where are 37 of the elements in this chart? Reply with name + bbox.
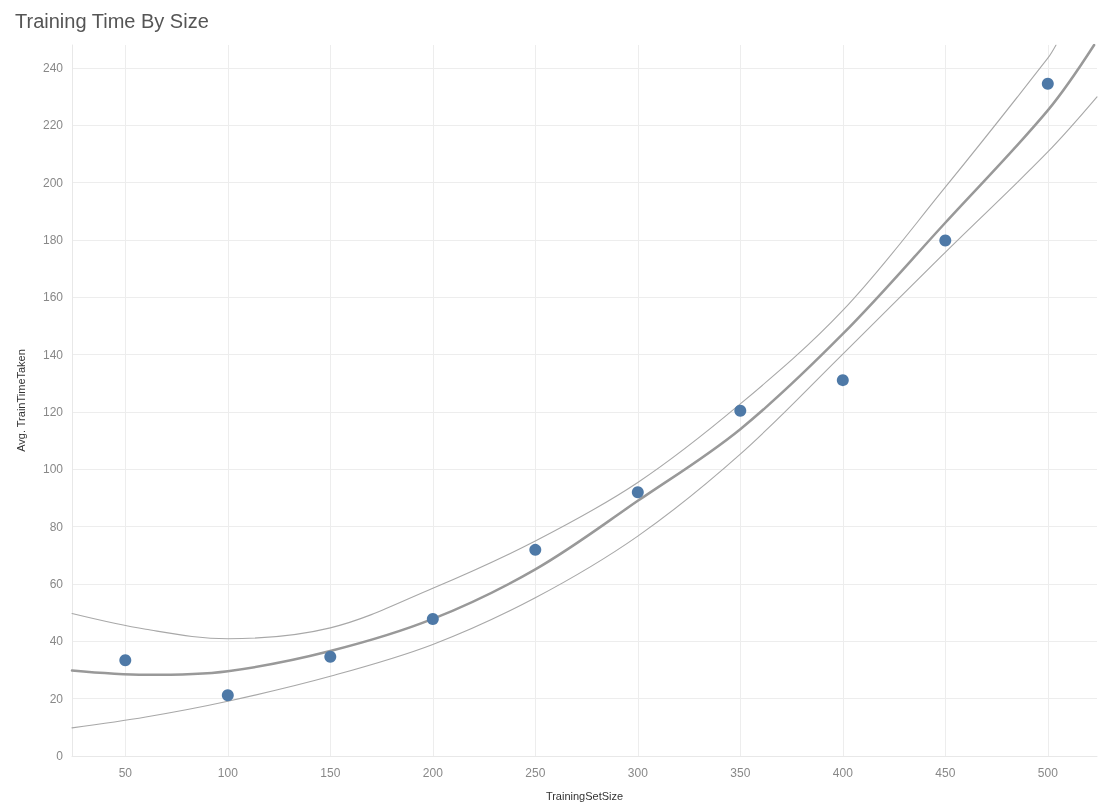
y-tick-label: 60 — [49, 576, 64, 591]
x-tick-label: 150 — [320, 766, 341, 780]
x-tick-label: 500 — [1037, 766, 1059, 780]
x-axis-title: TrainingSetSize — [545, 789, 624, 802]
y-tick-label: 100 — [42, 462, 64, 477]
y-tick-label: 220 — [42, 118, 64, 133]
y-tick-label: 0 — [56, 749, 64, 763]
x-tick-label: 100 — [217, 766, 239, 780]
x-tick-label: 50 — [118, 766, 133, 780]
x-tick-label: 250 — [525, 766, 546, 780]
point — [324, 650, 337, 663]
y-tick-label: 200 — [42, 175, 64, 190]
point — [939, 234, 952, 247]
x-tick-label: 350 — [730, 766, 751, 780]
point — [1041, 77, 1054, 90]
x-tick-label: 300 — [627, 766, 649, 780]
point — [426, 612, 439, 625]
point — [836, 374, 849, 387]
y-tick-label: 120 — [42, 404, 64, 419]
y-tick-label: 80 — [49, 519, 64, 534]
point — [734, 404, 747, 417]
y-tick-label: 240 — [42, 60, 64, 75]
y-tick-label: 40 — [49, 634, 64, 649]
point — [119, 654, 132, 667]
line-series — [71, 96, 1098, 729]
chart-title: Training Time By Size — [15, 10, 209, 32]
point — [529, 543, 542, 556]
y-axis-title: Avg. TrainTimeTaken — [14, 349, 27, 452]
y-tick-label: 140 — [42, 347, 64, 362]
x-tick-label: 400 — [832, 766, 854, 780]
x-tick-label: 200 — [422, 766, 444, 780]
y-tick-label: 180 — [42, 232, 64, 247]
y-tick-label: 160 — [42, 290, 64, 305]
x-tick-label: 450 — [935, 766, 956, 780]
point — [631, 486, 644, 499]
y-tick-label: 20 — [49, 691, 64, 706]
point — [221, 689, 234, 702]
